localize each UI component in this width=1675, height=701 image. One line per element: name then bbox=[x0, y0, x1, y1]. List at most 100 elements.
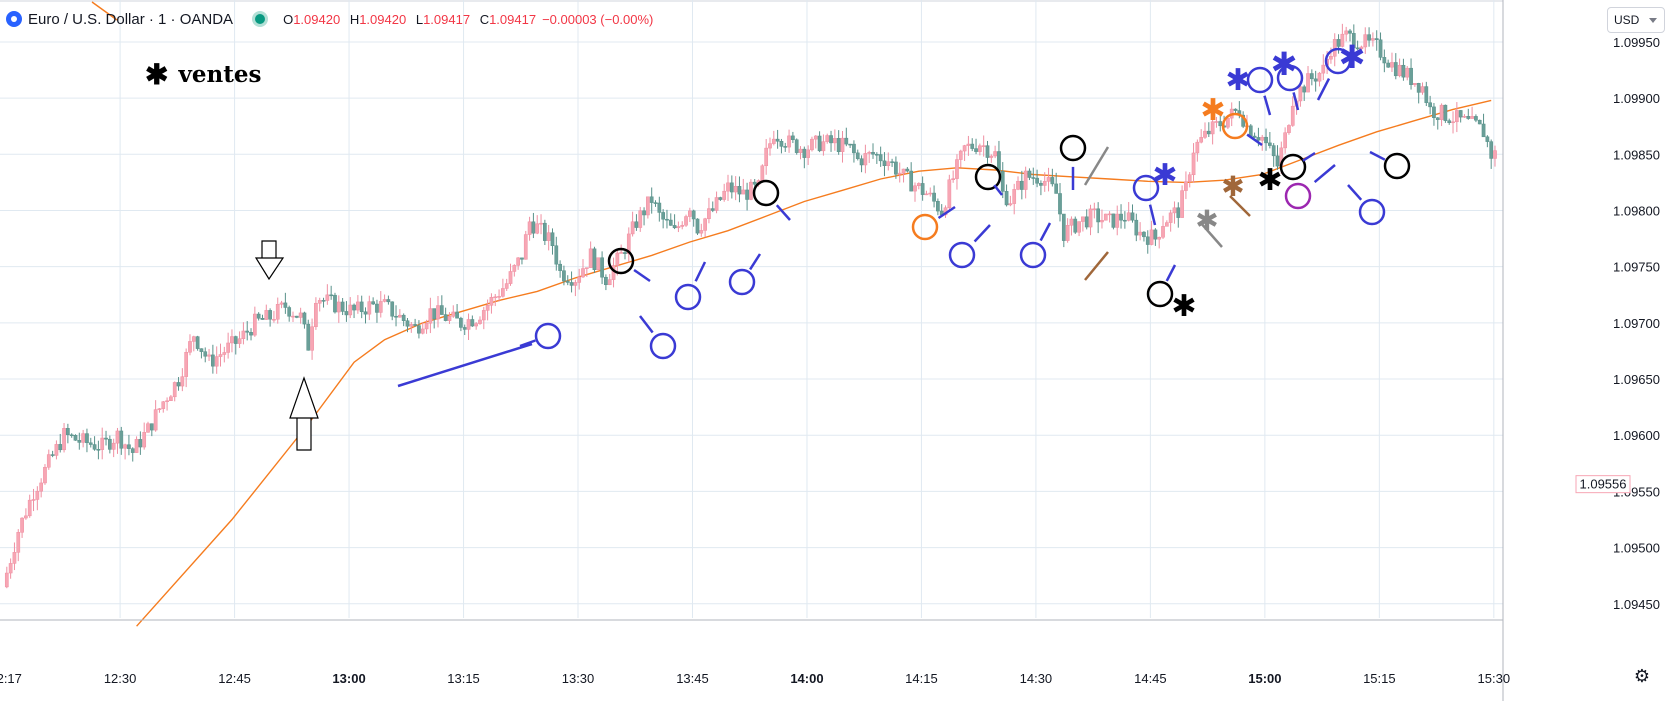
candle-body bbox=[66, 428, 70, 436]
candle-body bbox=[916, 183, 921, 186]
candle-body bbox=[260, 318, 265, 320]
x-tick-label: 14:45 bbox=[1134, 671, 1167, 686]
candle-body bbox=[596, 257, 601, 270]
candle-body bbox=[699, 230, 704, 234]
candle-body bbox=[886, 161, 891, 166]
candle-body bbox=[962, 145, 967, 152]
currency-selector[interactable]: USD bbox=[1607, 7, 1665, 33]
asterisk-marker-icon: ✱ bbox=[1257, 163, 1282, 198]
candle-body bbox=[245, 330, 250, 333]
candle-body bbox=[43, 466, 47, 484]
candle-body bbox=[539, 222, 543, 225]
candle-body bbox=[314, 302, 318, 327]
candle-body bbox=[741, 189, 746, 195]
candle-body bbox=[684, 216, 688, 226]
candle-body bbox=[1138, 231, 1142, 236]
candle-body bbox=[1374, 38, 1379, 41]
candle-body bbox=[12, 552, 17, 564]
marker-connector-line bbox=[937, 205, 956, 220]
ventes-legend-note: ✱ ventes bbox=[145, 58, 261, 91]
candle-body bbox=[424, 322, 429, 330]
candle-body bbox=[249, 332, 253, 336]
candle-body bbox=[451, 311, 456, 317]
candle-body bbox=[1000, 171, 1005, 192]
low-value: 1.09417 bbox=[423, 11, 471, 27]
candle-body bbox=[878, 154, 883, 162]
marker-circle bbox=[534, 322, 562, 350]
candle-body bbox=[1218, 121, 1223, 127]
candle-body bbox=[481, 310, 486, 321]
marker-connector-line bbox=[1148, 204, 1157, 226]
y-tick-label: 1.09600 bbox=[1613, 428, 1660, 443]
candle-body bbox=[981, 145, 986, 147]
settings-gear-icon[interactable]: ⚙ bbox=[1633, 666, 1651, 686]
candle-body bbox=[1134, 219, 1139, 236]
marker-circle bbox=[607, 247, 635, 275]
candle-body bbox=[397, 314, 402, 318]
candle-body bbox=[1359, 46, 1364, 50]
candle-body bbox=[531, 221, 536, 234]
candle-body bbox=[478, 319, 482, 324]
candle-body bbox=[729, 182, 734, 193]
candle-body bbox=[848, 143, 852, 146]
symbol-title[interactable]: Euro / U.S. Dollar · 1 · OANDA bbox=[28, 10, 234, 28]
candle-body bbox=[283, 302, 288, 308]
candle-body bbox=[432, 308, 437, 320]
candle-body bbox=[20, 517, 24, 533]
candle-body bbox=[50, 454, 55, 456]
candle-body bbox=[1149, 229, 1154, 245]
candle-body bbox=[359, 301, 364, 313]
candle-body bbox=[1313, 78, 1318, 82]
asterisk-marker-icon: ✱ bbox=[1271, 45, 1298, 83]
candle-body bbox=[947, 179, 952, 209]
candle-body bbox=[1073, 218, 1078, 233]
candle-body bbox=[592, 248, 597, 270]
marker-circle bbox=[728, 268, 756, 296]
candle-body bbox=[1046, 177, 1051, 182]
candle-body bbox=[1111, 213, 1116, 228]
candle-body bbox=[665, 218, 669, 221]
candle-body bbox=[745, 189, 749, 200]
candle-body bbox=[436, 305, 440, 320]
candle-body bbox=[77, 440, 82, 443]
candle-body bbox=[272, 318, 276, 321]
candle-body bbox=[1287, 125, 1291, 133]
candle-body bbox=[230, 336, 234, 344]
candle-body bbox=[958, 150, 963, 160]
candle-body bbox=[1413, 83, 1417, 85]
candle-body bbox=[588, 248, 593, 268]
candle-body bbox=[1401, 64, 1406, 78]
candle-body bbox=[573, 282, 578, 286]
candle-body bbox=[1432, 106, 1436, 118]
x-tick-label: 14:15 bbox=[905, 671, 938, 686]
candle-body bbox=[646, 196, 650, 216]
candle-body bbox=[504, 283, 509, 289]
candle-body bbox=[1344, 30, 1349, 35]
marker-connector-line bbox=[1292, 92, 1300, 111]
candle-body bbox=[1264, 136, 1268, 144]
candle-body bbox=[779, 140, 784, 147]
marker-circle bbox=[1284, 182, 1312, 210]
candle-body bbox=[1367, 34, 1371, 41]
candle-body bbox=[626, 233, 631, 254]
marker-connector-line bbox=[1369, 150, 1386, 161]
marker-connector-line bbox=[519, 339, 536, 348]
candle-body bbox=[149, 423, 154, 431]
y-tick-label: 1.09950 bbox=[1613, 35, 1660, 50]
x-tick-label: 15:15 bbox=[1363, 671, 1396, 686]
open-label: O bbox=[283, 11, 294, 27]
candle-body bbox=[107, 438, 112, 450]
candle-body bbox=[1012, 189, 1017, 204]
candle-body bbox=[306, 323, 311, 351]
candle-body bbox=[882, 160, 887, 166]
candle-body bbox=[62, 428, 66, 451]
candle-body bbox=[85, 433, 89, 444]
y-tick-label: 1.09850 bbox=[1613, 147, 1660, 162]
candle-body bbox=[142, 432, 147, 448]
marker-circle bbox=[674, 283, 702, 311]
candle-body bbox=[1058, 193, 1062, 215]
candle-body bbox=[24, 515, 28, 519]
